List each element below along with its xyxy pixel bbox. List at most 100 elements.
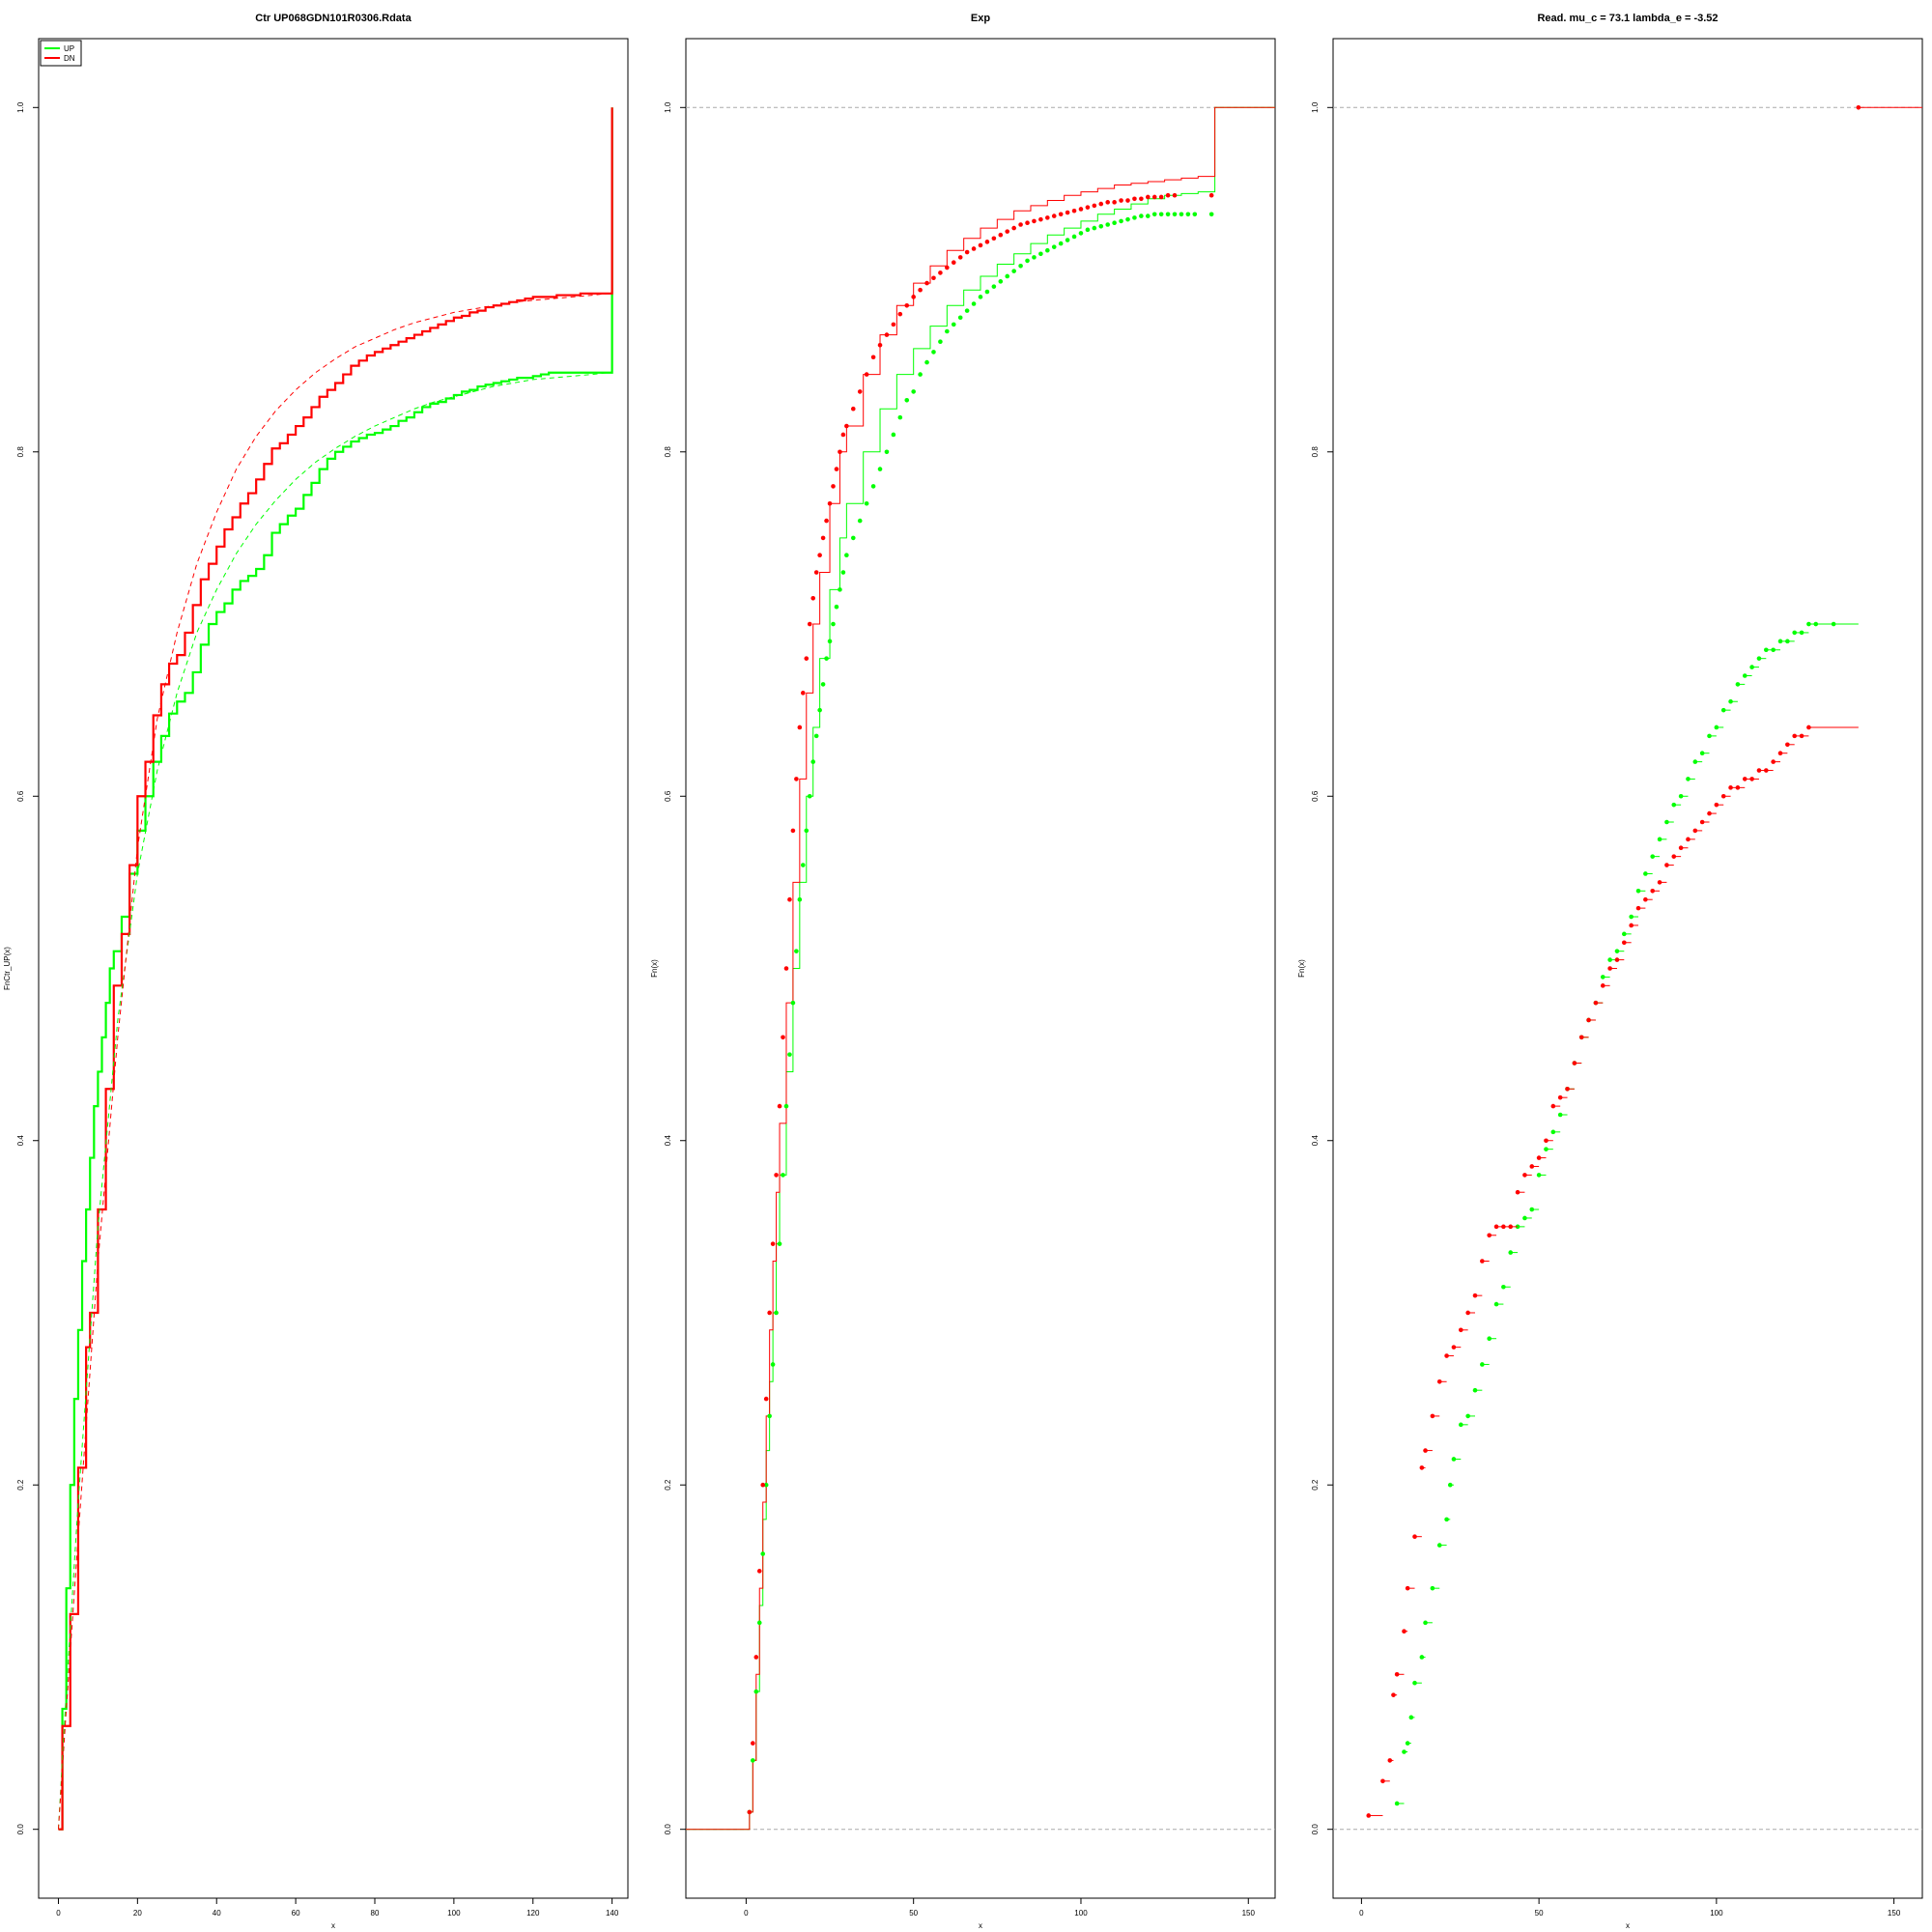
data-point-up	[998, 279, 1004, 284]
data-point-up	[1707, 733, 1712, 739]
data-point-dn	[1419, 1465, 1425, 1470]
data-point-dn	[1650, 888, 1656, 894]
x-tick-label: 100	[447, 1909, 461, 1918]
data-point-dn	[1692, 828, 1698, 834]
data-point-up	[1671, 802, 1677, 808]
chart-panel-exp: Exp x Fn(x) 0 50 100 150 0.0 0.2 0.4 0.6 0.8 1.0	[650, 13, 1276, 1930]
data-point-up	[1092, 225, 1097, 231]
data-point-dn	[1728, 785, 1733, 790]
data-point-up	[804, 828, 810, 834]
data-point-up	[1078, 231, 1084, 236]
chart-title: Exp	[971, 13, 990, 24]
data-point-dn	[1038, 216, 1043, 222]
data-point-dn	[1515, 1189, 1520, 1195]
data-point-up	[850, 535, 856, 541]
data-point-up	[1622, 931, 1627, 937]
data-point-up	[945, 328, 950, 334]
data-point-dn	[1132, 196, 1137, 202]
data-point-dn	[945, 265, 950, 270]
data-point-up	[1764, 647, 1769, 653]
data-point-dn	[1444, 1353, 1449, 1358]
data-point-dn	[1458, 1327, 1463, 1333]
data-point-up	[807, 793, 812, 799]
data-point-dn	[864, 372, 869, 377]
x-tick-label: 120	[526, 1909, 540, 1918]
data-point-up	[1678, 793, 1684, 799]
data-point-dn	[1065, 210, 1070, 215]
data-point-dn	[767, 1310, 772, 1316]
data-point-dn	[844, 423, 849, 429]
data-point-up	[763, 1482, 769, 1488]
data-point-dn	[1614, 957, 1620, 962]
data-point-up	[834, 604, 839, 610]
data-point-up	[1025, 258, 1030, 264]
data-point-dn	[1208, 192, 1214, 198]
data-point-up	[1831, 621, 1836, 627]
data-point-up	[964, 308, 970, 313]
data-point-up	[1720, 707, 1726, 713]
data-point-dn	[1472, 1293, 1478, 1298]
data-point-up	[1447, 1482, 1453, 1488]
data-point-up	[1728, 698, 1733, 704]
data-point-up	[1472, 1387, 1478, 1393]
data-point-up	[1011, 269, 1016, 273]
data-point-up	[1192, 212, 1198, 217]
data-point-dn	[790, 828, 796, 834]
data-point-dn	[924, 280, 929, 286]
data-point-dn	[891, 322, 896, 327]
data-point-dn	[760, 1482, 766, 1488]
data-point-up	[1771, 647, 1776, 653]
data-point-up	[777, 1241, 782, 1246]
data-point-up	[1165, 212, 1171, 217]
data-point-dn	[1394, 1671, 1400, 1677]
data-point-up	[1792, 630, 1798, 636]
data-point-dn	[1550, 1103, 1556, 1109]
data-point-dn	[810, 595, 816, 601]
plot-frame	[38, 38, 629, 1899]
data-point-dn	[904, 302, 910, 308]
data-point-dn	[998, 232, 1004, 238]
data-point-up	[891, 432, 896, 438]
data-point-up	[1742, 673, 1747, 678]
series-fit-up	[57, 372, 609, 1830]
data-point-up	[1777, 639, 1783, 644]
data-point-up	[884, 449, 890, 455]
data-point-dn	[1749, 777, 1754, 781]
data-point-dn	[884, 332, 890, 337]
data-point-dn	[911, 295, 916, 299]
data-point-dn	[1405, 1585, 1410, 1591]
chart-panel-ctr: Ctr UP068GDN101R0306.Rdata x FnCtr_UP(x)…	[3, 13, 629, 1930]
data-point-up	[1799, 630, 1804, 636]
y-axis-label: Fn(x)	[650, 959, 659, 978]
data-point-up	[817, 707, 822, 713]
data-point-up	[824, 656, 829, 661]
data-point-up	[831, 621, 836, 627]
data-point-dn	[938, 270, 943, 275]
data-point-dn	[820, 535, 826, 541]
data-point-dn	[1522, 1173, 1527, 1178]
data-point-up	[1657, 837, 1662, 842]
data-point-dn	[804, 656, 810, 661]
data-point-dn	[978, 242, 983, 248]
data-point-up	[1699, 751, 1705, 755]
data-point-up	[1635, 888, 1641, 894]
data-point-up	[1686, 777, 1690, 781]
data-point-dn	[1058, 212, 1064, 217]
chart-title: Read. mu_c = 73.1 lambda_e = -3.52	[1537, 13, 1718, 24]
data-point-up	[1179, 212, 1184, 217]
data-point-up	[787, 1052, 792, 1057]
x-tick-label: 50	[909, 1909, 918, 1918]
data-point-up	[938, 339, 943, 345]
data-point-up	[1444, 1517, 1449, 1522]
data-point-up	[1098, 223, 1104, 229]
data-point-dn	[1578, 1035, 1584, 1040]
data-point-up	[1607, 957, 1612, 962]
data-point-dn	[1771, 759, 1776, 764]
data-point-up	[783, 1103, 789, 1109]
legend: UP DN	[40, 40, 82, 67]
x-tick-label: 100	[1710, 1909, 1723, 1918]
data-point-dn	[756, 1569, 762, 1574]
data-point-up	[857, 518, 863, 524]
data-point-dn	[1699, 819, 1705, 825]
data-point-dn	[931, 275, 936, 281]
